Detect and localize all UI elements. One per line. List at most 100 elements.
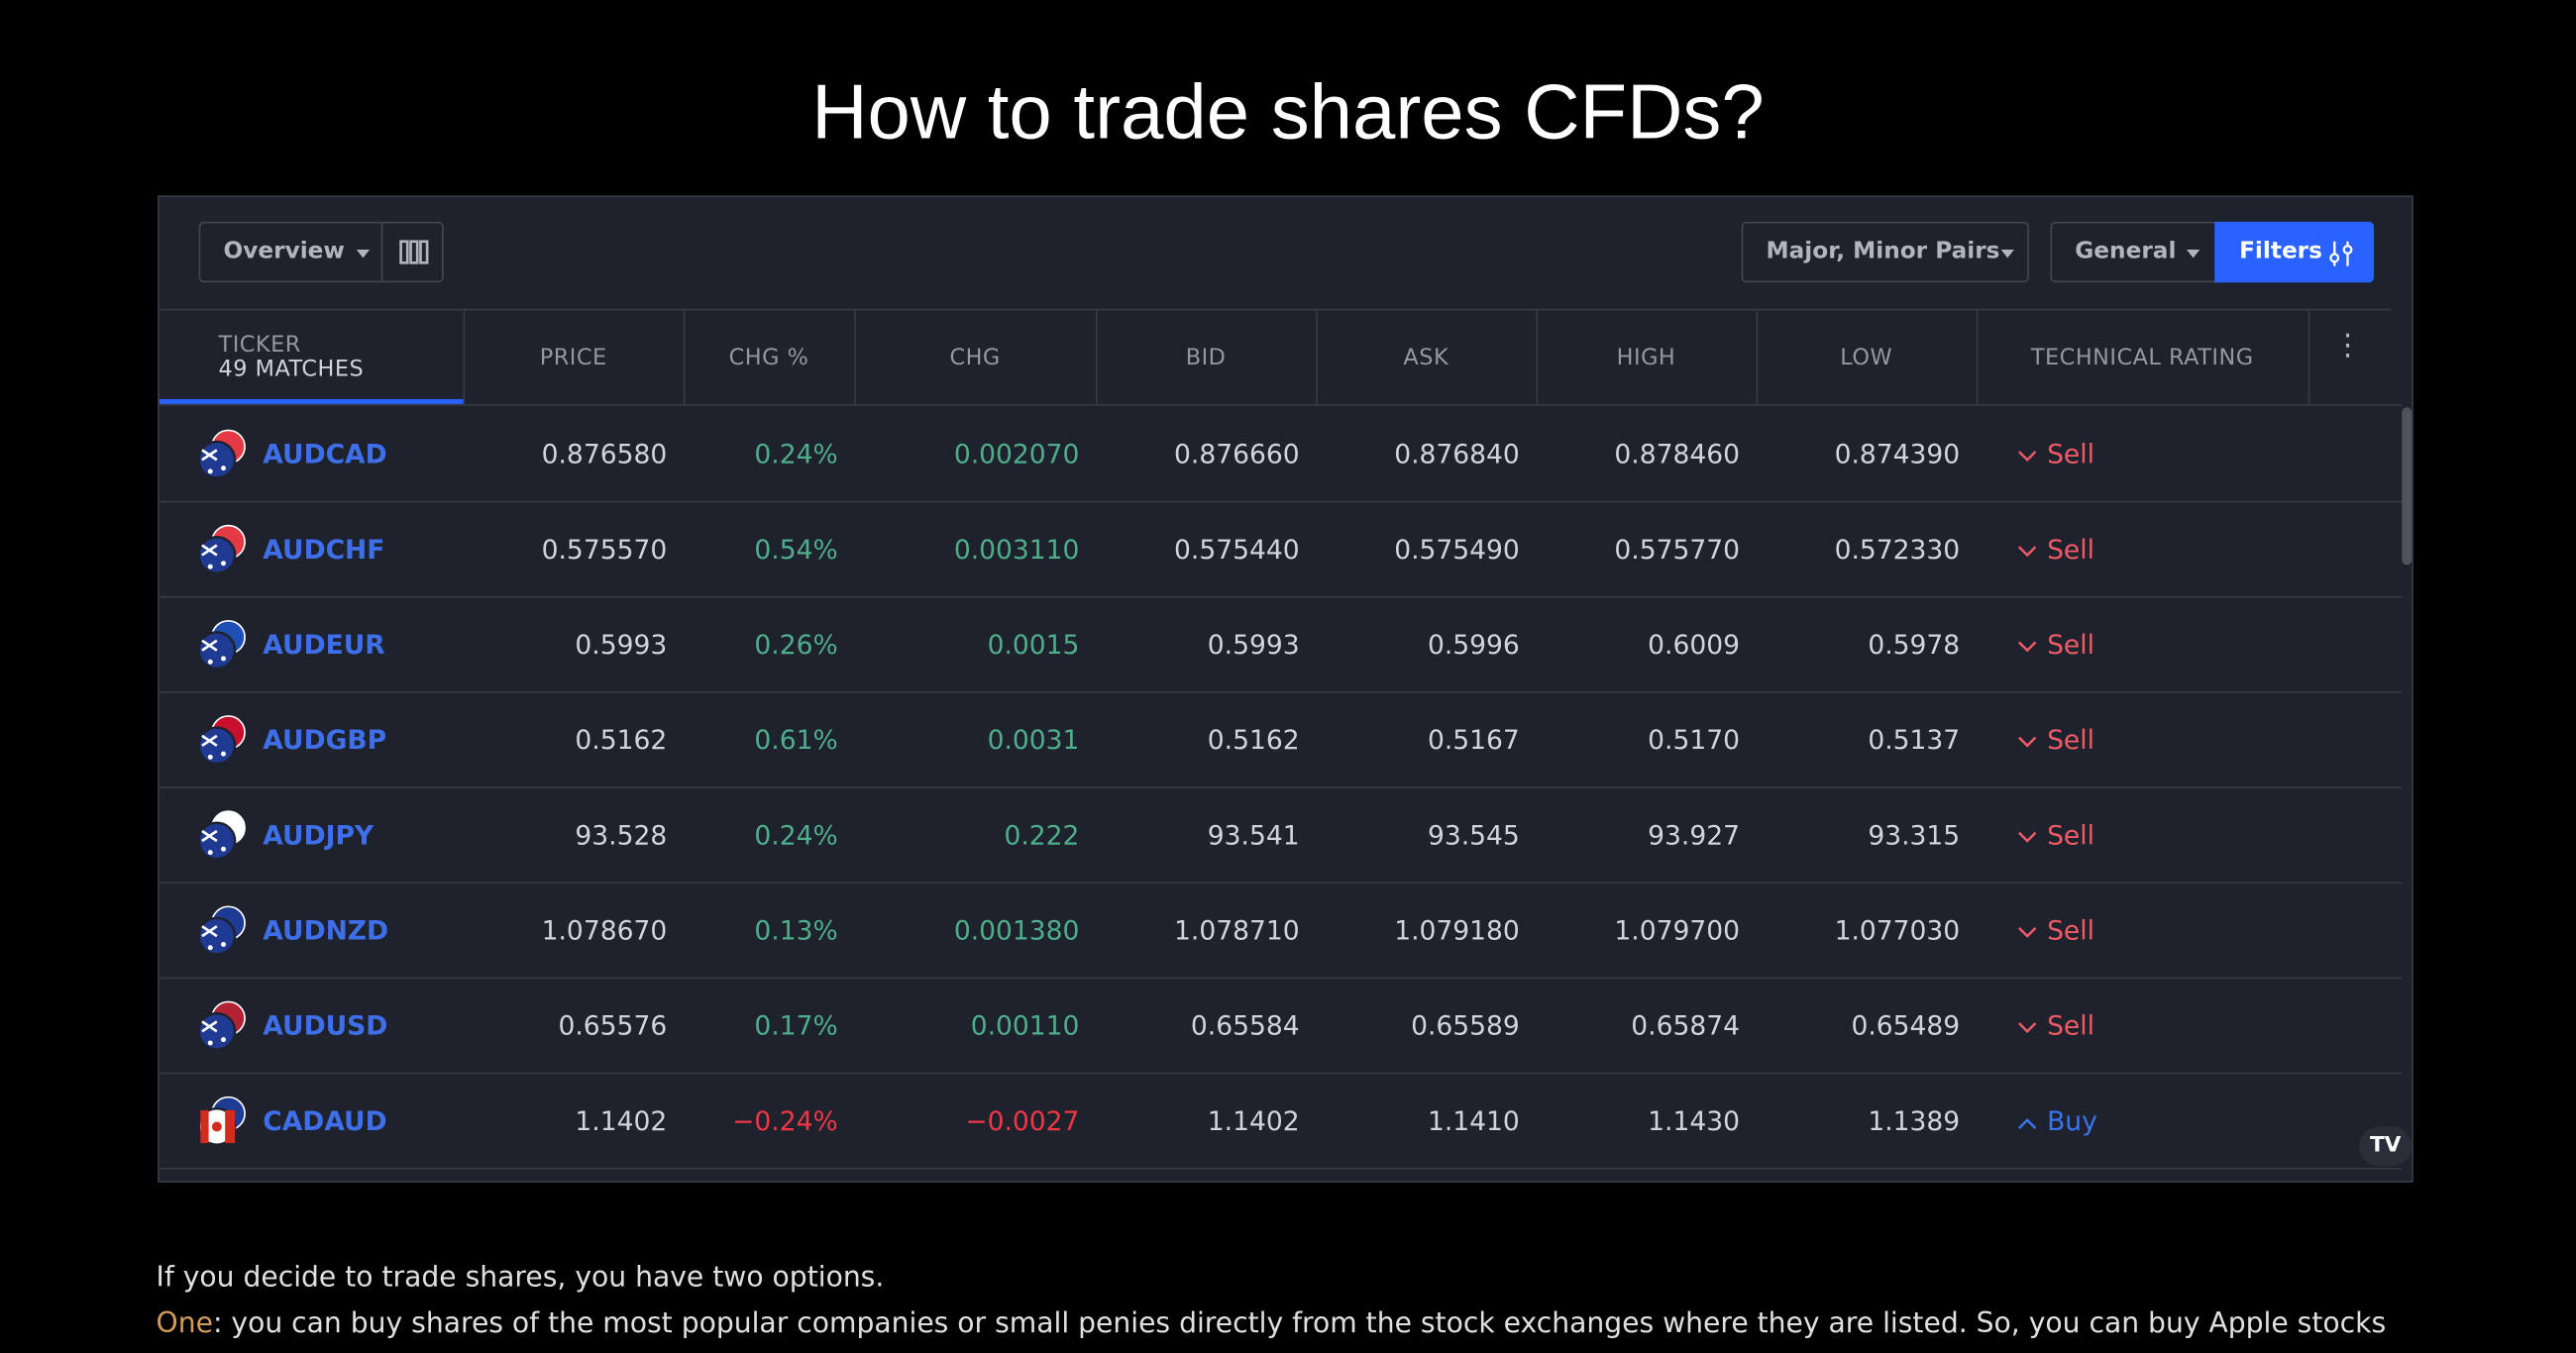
cell-value: 1.079180 [1394, 914, 1520, 947]
columns-icon[interactable] [399, 240, 429, 264]
article: If you decide to trade shares, you have … [157, 1261, 2387, 1340]
rating-label: Sell [2047, 914, 2094, 947]
row-border [159, 500, 2403, 503]
caret [2000, 250, 2014, 259]
cell-value: 0.5162 [575, 724, 668, 756]
ticker-symbol[interactable]: CADAUD [263, 1104, 387, 1137]
row-border [159, 595, 2403, 598]
header-bottom-border [159, 403, 2403, 406]
tv-logo[interactable]: TV [2359, 1126, 2413, 1167]
cell-value: 93.927 [1648, 819, 1740, 851]
cell-value: 1.1402 [1207, 1104, 1300, 1137]
caret [2187, 250, 2200, 259]
cell-value: 0.5170 [1648, 724, 1740, 756]
matches-count: 49 MATCHES [218, 356, 365, 383]
cell-value: 0.17% [754, 1009, 838, 1042]
columns-set-label: General [2075, 238, 2177, 264]
cell-value: 1.078670 [541, 914, 668, 947]
cell-value: 0.222 [1004, 819, 1080, 851]
rating-arrow [2017, 1117, 2037, 1129]
column-header: CHG % [728, 345, 809, 371]
flag-icon [197, 1095, 246, 1146]
cell-value: 0.5993 [1207, 629, 1300, 661]
cell-value: 0.5993 [575, 629, 668, 661]
technical-rating: Sell [2017, 884, 2094, 979]
ticker-symbol[interactable]: AUDJPY [263, 819, 375, 851]
cell-value: 1.078710 [1174, 914, 1300, 947]
filters-button[interactable]: Filters [2214, 221, 2375, 283]
filters-label: Filters [2239, 238, 2322, 264]
cell-value: 0.26% [754, 629, 838, 661]
technical-rating: Sell [2017, 502, 2094, 597]
rating-label: Sell [2047, 438, 2094, 470]
cell-value: 1.1402 [575, 1104, 668, 1137]
scrollbar [2402, 407, 2413, 566]
ticker-symbol[interactable]: AUDUSD [263, 1009, 388, 1042]
rating-label: Sell [2047, 629, 2094, 661]
column-divider [1095, 310, 1098, 404]
caret [356, 250, 371, 259]
cell-value: 0.876840 [1394, 438, 1520, 470]
rating-label: Sell [2047, 533, 2094, 566]
screener-panel [158, 195, 2414, 1183]
cell-value: 1.077030 [1834, 914, 1961, 947]
ticker-symbol[interactable]: AUDCHF [263, 533, 385, 566]
column-divider [1316, 310, 1318, 404]
cell-value: 93.315 [1868, 819, 1961, 851]
cell-value: 0.24% [754, 819, 838, 851]
cell-value: 0.002070 [953, 438, 1080, 470]
market-dropdown[interactable]: Major, Minor Pairs [1741, 221, 2029, 283]
cell-value: 0.5167 [1427, 724, 1520, 756]
column-header: LOW [1840, 345, 1893, 371]
row-border [159, 882, 2403, 885]
cell-value: 0.5137 [1868, 724, 1961, 756]
cell-value: 93.541 [1207, 819, 1300, 851]
view-dropdown[interactable]: Overview [198, 221, 444, 283]
cell-value: −0.24% [732, 1104, 838, 1137]
flag-icon [197, 524, 246, 574]
cell-value: 1.1389 [1868, 1104, 1961, 1137]
column-header: HIGH [1616, 345, 1676, 371]
column-header: BID [1185, 345, 1227, 371]
more-menu[interactable]: ⋮ [2332, 328, 2363, 364]
technical-rating: Sell [2017, 693, 2094, 788]
ticker-symbol[interactable]: AUDGBP [263, 724, 387, 756]
column-divider [854, 310, 856, 404]
filters-icon [2329, 241, 2353, 266]
ticker-symbol[interactable]: AUDEUR [263, 629, 385, 661]
columns-set-dropdown[interactable]: General [2050, 221, 2223, 283]
rating-arrow [2017, 830, 2037, 842]
technical-rating: Sell [2017, 979, 2094, 1074]
cell-value: 0.0015 [987, 629, 1080, 661]
cell-value: 0.876580 [541, 438, 668, 470]
column-divider [463, 310, 466, 404]
cell-value: 0.65584 [1190, 1009, 1300, 1042]
column-divider [2308, 310, 2310, 404]
rating-arrow [2017, 545, 2037, 557]
cell-value: 0.5978 [1868, 629, 1961, 661]
ticker-symbol[interactable]: AUDCAD [263, 438, 387, 470]
rating-arrow [2017, 735, 2037, 747]
technical-rating: Sell [2017, 788, 2094, 884]
market-label: Major, Minor Pairs [1766, 238, 2000, 264]
cell-value: 93.545 [1427, 819, 1520, 851]
cell-value: 0.878460 [1614, 438, 1740, 470]
flag-icon [197, 619, 246, 671]
cell-value: 0.575770 [1614, 533, 1740, 566]
column-divider [1756, 310, 1759, 404]
option-text: One: you can buy shares of the most popu… [157, 1307, 2387, 1340]
sort-indicator [159, 398, 464, 404]
cell-value: −0.0027 [965, 1104, 1080, 1137]
rating-label: Sell [2047, 724, 2094, 756]
ticker-symbol[interactable]: AUDNZD [263, 914, 389, 947]
cell-value: 0.874390 [1834, 438, 1961, 470]
cell-value: 0.13% [754, 914, 838, 947]
cell-value: 0.65489 [1851, 1009, 1961, 1042]
cell-value: 1.1430 [1648, 1104, 1740, 1137]
cell-value: 0.61% [754, 724, 838, 756]
ticker-header-label: TICKER [218, 331, 301, 359]
rating-arrow [2017, 640, 2037, 652]
option-body: : you can buy shares of the most popular… [212, 1306, 2387, 1341]
